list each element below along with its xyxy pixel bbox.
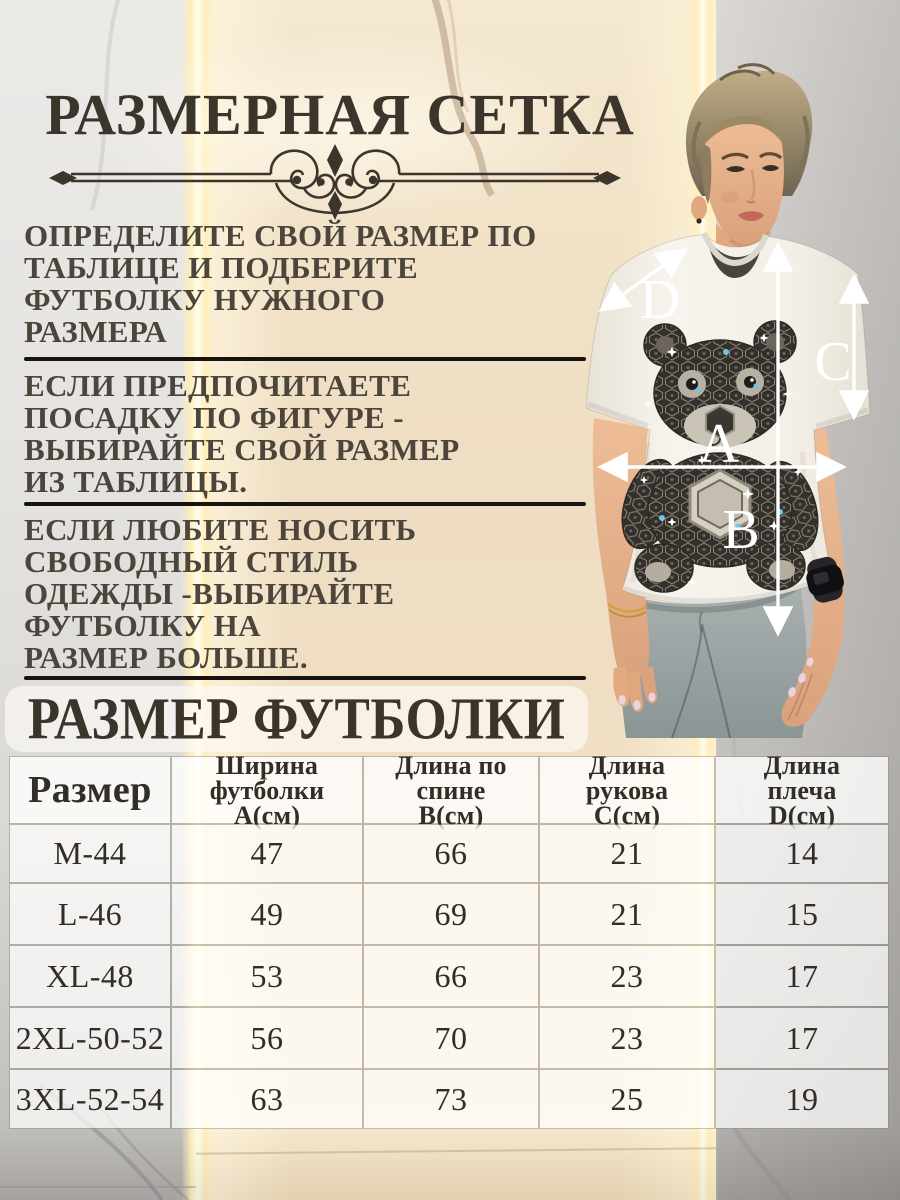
fingernail [806, 657, 814, 667]
table-cell: 70 [364, 1008, 538, 1068]
jeans-seam [671, 623, 731, 739]
table-cell-size: 2XL-50-52 [10, 1008, 170, 1068]
table-cell: 63 [172, 1070, 362, 1128]
table-cell: 23 [540, 946, 714, 1006]
size-table: Размер Ширина футболки А(см) Длина по сп… [10, 752, 888, 1128]
divider-line-2 [24, 502, 586, 506]
fingernail [798, 673, 806, 683]
column-header-width: Ширина футболки А(см) [172, 752, 362, 828]
intro-paragraph-3: ЕСЛИ ЛЮБИТЕ НОСИТЬ СВОБОДНЫЙ СТИЛЬ ОДЕЖД… [24, 514, 604, 674]
table-cell: 25 [540, 1070, 714, 1128]
table-cell-size: 3XL-52-54 [10, 1070, 170, 1128]
blue-gem [723, 349, 729, 355]
table-cell: 17 [716, 1008, 888, 1068]
earring [696, 218, 702, 224]
table-cell: 66 [364, 946, 538, 1006]
text-line: РАЗМЕРА [24, 314, 168, 349]
table-cell-size: XL-48 [10, 946, 170, 1006]
measurement-labels: D C A B [640, 269, 852, 561]
table-cell: 14 [716, 825, 888, 882]
bracelet [607, 603, 648, 613]
text-line: ОДЕЖДЫ -ВЫБИРАЙТЕ [24, 576, 395, 611]
table-cell: 73 [364, 1070, 538, 1128]
left-arm [781, 428, 845, 727]
intro-paragraph-1: ОПРЕДЕЛИТЕ СВОЙ РАЗМЕР ПО ТАБЛИЦЕ И ПОДБ… [24, 220, 604, 348]
nose [749, 169, 756, 201]
floor-seam-left [0, 1186, 196, 1188]
table-cell: 53 [172, 946, 362, 1006]
hair-bangs [702, 115, 784, 148]
text-line: ИЗ ТАБЛИЦЫ. [24, 464, 248, 499]
label-c: C [814, 331, 851, 393]
eye [762, 165, 779, 171]
table-cell: 17 [716, 946, 888, 1006]
table-title: РАЗМЕР ФУТБОЛКИ [27, 686, 566, 752]
face [691, 115, 784, 249]
column-header-size: Размер [10, 757, 170, 823]
fingernail [648, 692, 656, 702]
table-cell: 69 [364, 884, 538, 944]
table-cell: 66 [364, 825, 538, 882]
blue-gem [695, 387, 701, 393]
fingernail [788, 687, 796, 697]
label-d: D [640, 269, 680, 331]
text-line: ФУТБОЛКУ НУЖНОГО [24, 282, 386, 317]
smartwatch [806, 556, 844, 603]
text-line: ЕСЛИ ЛЮБИТЕ НОСИТЬ [24, 512, 417, 547]
intro-paragraph-2: ЕСЛИ ПРЕДПОЧИТАЕТЕ ПОСАДКУ ПО ФИГУРЕ - В… [24, 370, 604, 498]
text-line: ФУТБОЛКУ НА [24, 608, 261, 643]
text-line: ОПРЕДЕЛИТЕ СВОЙ РАЗМЕР ПО [24, 218, 537, 253]
divider-line-3 [24, 676, 586, 680]
text-line: РАЗМЕР БОЛЬШЕ. [24, 640, 309, 675]
table-cell: 15 [716, 884, 888, 944]
blue-gem [659, 515, 665, 521]
text-line: ВЫБИРАЙТЕ СВОЙ РАЗМЕР [24, 432, 460, 467]
collar-shadow [706, 234, 764, 278]
ornament-divider [49, 144, 621, 220]
column-header-shoulder-length: Длина плеча D(см) [716, 752, 888, 828]
label-b: B [722, 499, 759, 561]
blue-gem [753, 383, 759, 389]
table-cell: 56 [172, 1008, 362, 1068]
table-title-panel: РАЗМЕР ФУТБОЛКИ [5, 686, 588, 752]
table-cell: 19 [716, 1070, 888, 1128]
floor-shade [0, 1128, 900, 1200]
fingernail [618, 695, 626, 705]
table-cell-size: L-46 [10, 884, 170, 944]
table-cell: 23 [540, 1008, 714, 1068]
text-line: ТАБЛИЦЕ И ПОДБЕРИТЕ [24, 250, 419, 285]
column-header-sleeve-length: Длина рукова С(см) [540, 752, 714, 828]
table-cell: 21 [540, 884, 714, 944]
model-photo: D C A B [585, 63, 871, 739]
collar-band [701, 231, 769, 267]
eye [726, 166, 745, 172]
divider-line-1 [24, 357, 586, 361]
eyebrow [758, 152, 783, 160]
label-a: A [699, 413, 740, 475]
table-cell-size: М-44 [10, 825, 170, 882]
table-cell: 21 [540, 825, 714, 882]
column-header-back-length: Длина по спине В(см) [364, 752, 538, 828]
blue-gem [735, 523, 741, 529]
table-cell: 47 [172, 825, 362, 882]
lips [738, 211, 764, 221]
page-title: РАЗМЕРНАЯ СЕТКА [45, 82, 635, 147]
table-cell: 49 [172, 884, 362, 944]
text-line: ЕСЛИ ПРЕДПОЧИТАЕТЕ [24, 368, 412, 403]
fingernail [633, 700, 641, 710]
title-glow [100, 34, 600, 224]
eyebrow [721, 152, 750, 161]
text-line: СВОБОДНЫЙ СТИЛЬ [24, 544, 359, 579]
finger [613, 666, 629, 707]
measurement-arrows [597, 241, 870, 637]
arrow-d [598, 248, 688, 312]
ear [691, 196, 707, 220]
model-woman [585, 63, 871, 739]
text-line: ПОСАДКУ ПО ФИГУРЕ - [24, 400, 404, 435]
